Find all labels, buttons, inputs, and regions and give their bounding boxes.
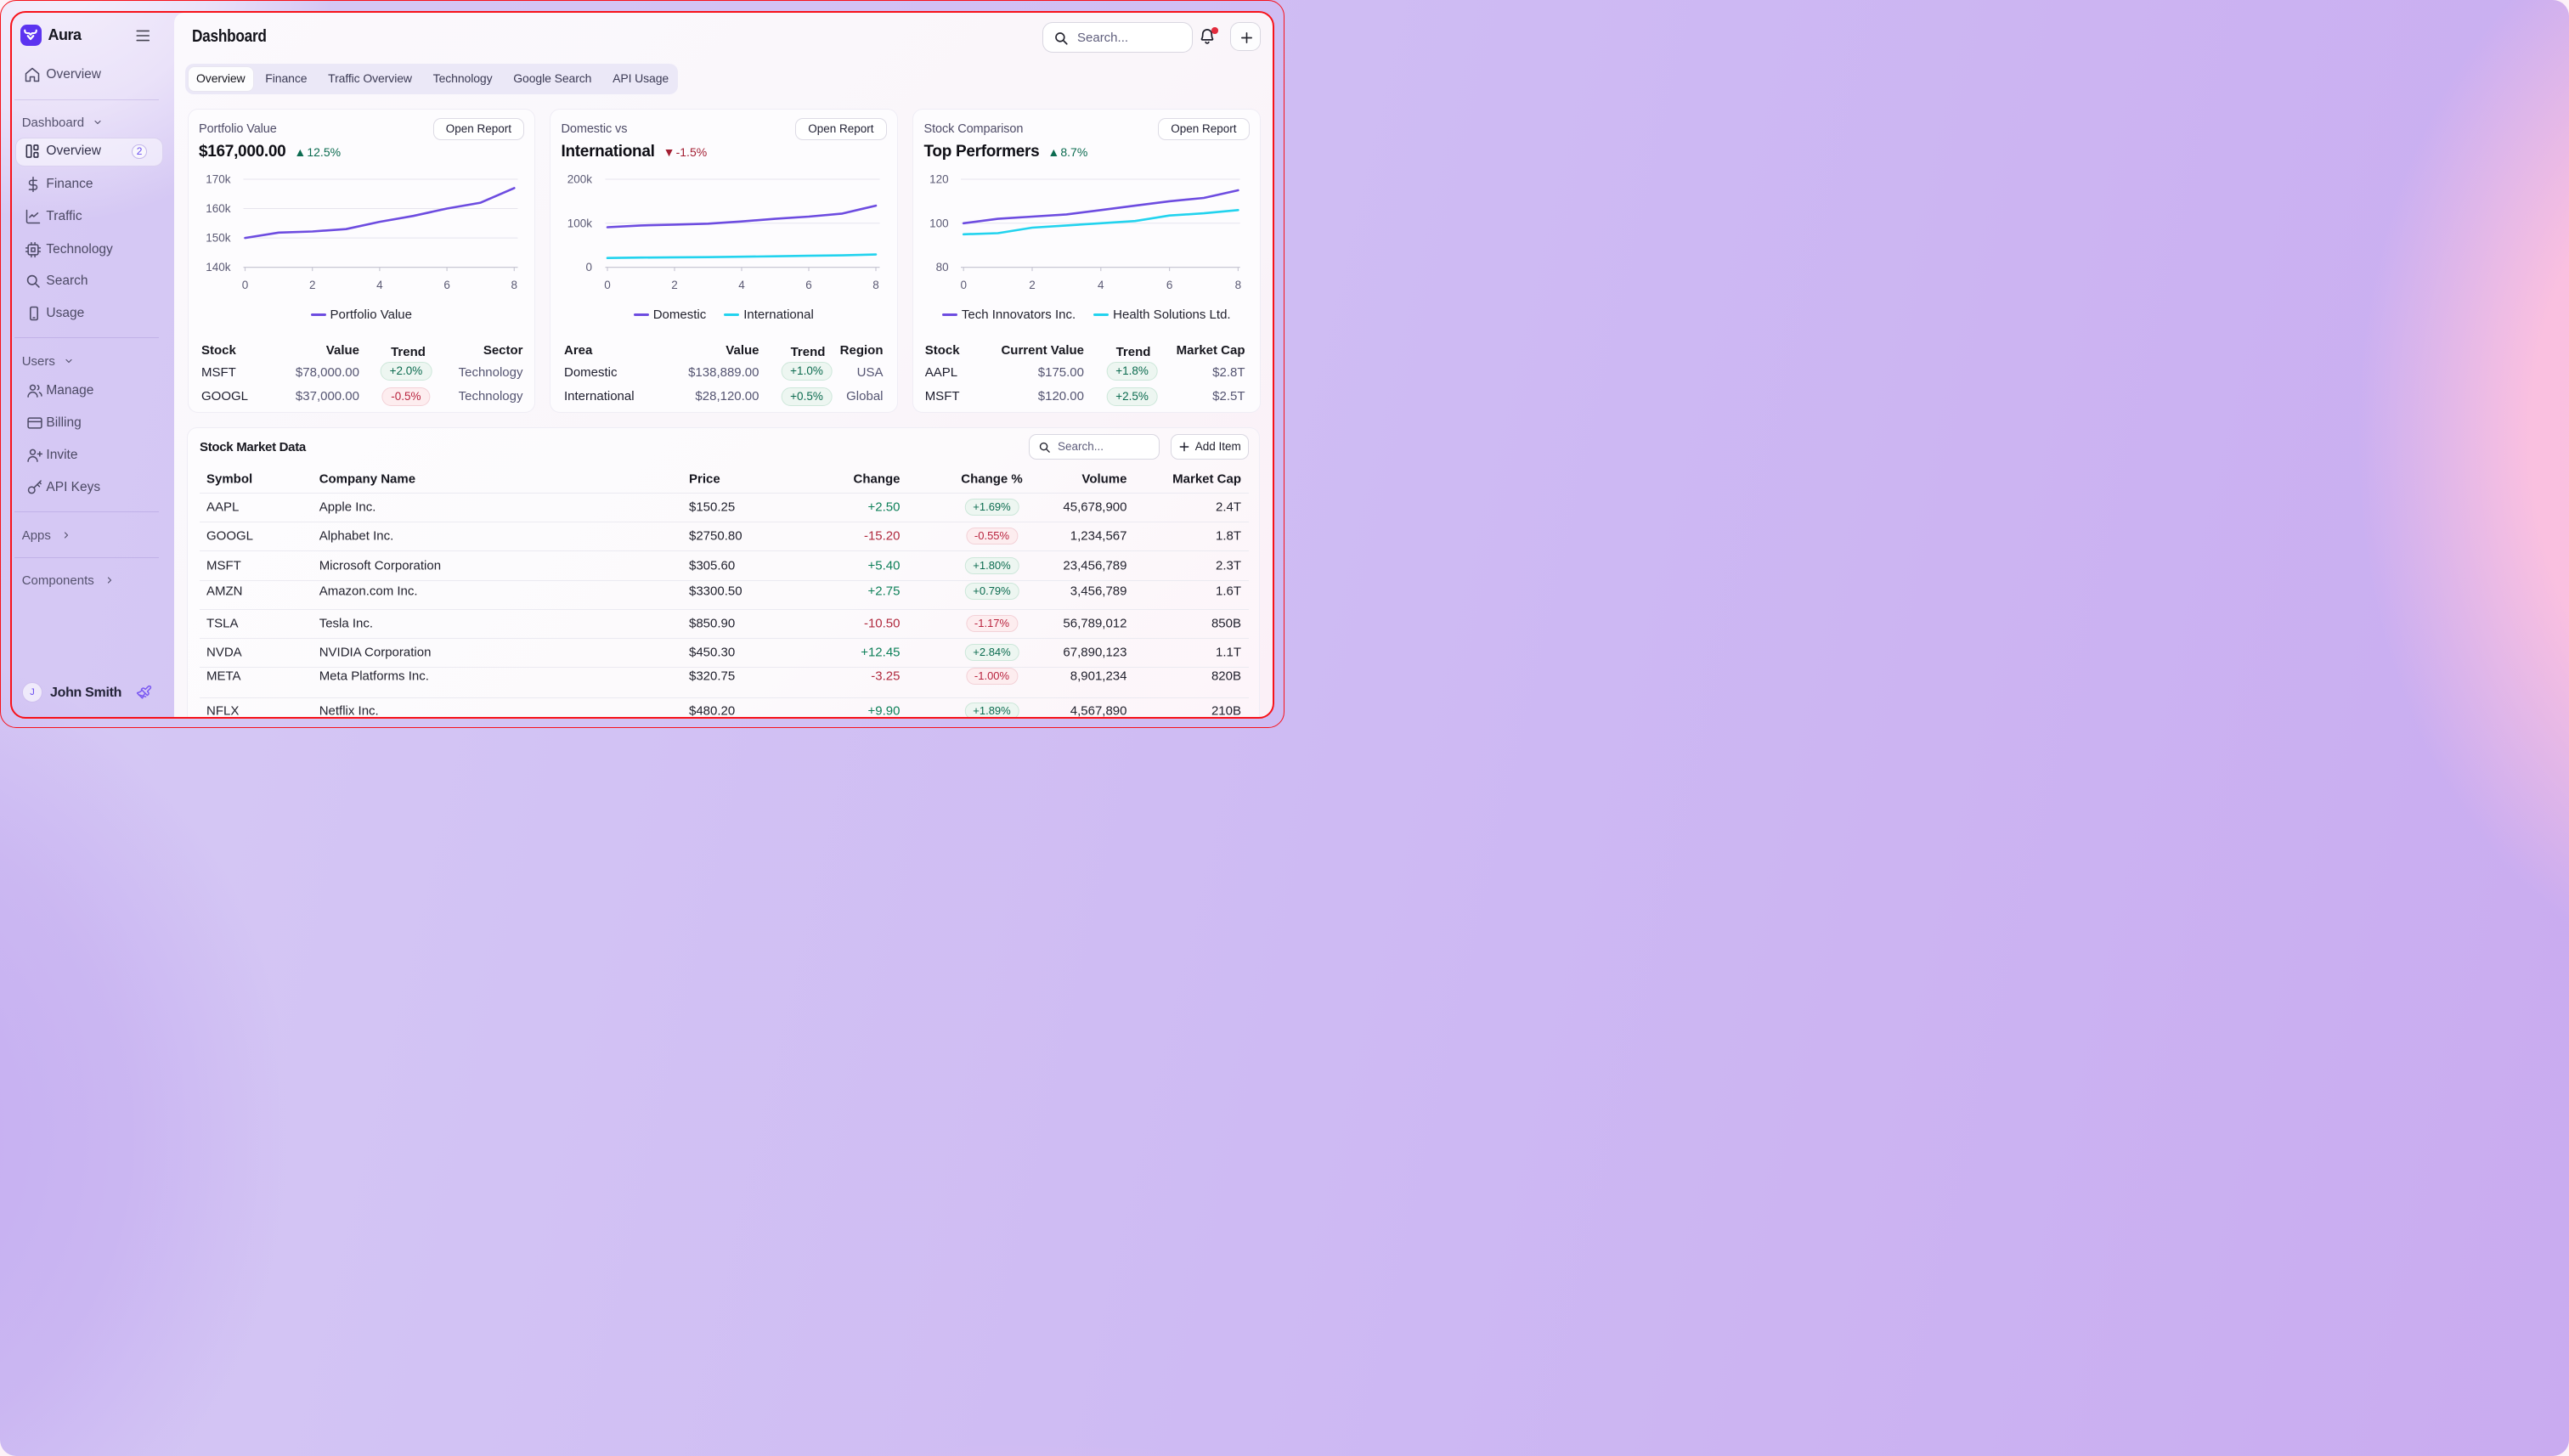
svg-text:80: 80 — [936, 261, 949, 274]
svg-text:2: 2 — [671, 279, 678, 291]
svg-text:0: 0 — [604, 279, 611, 291]
svg-text:8: 8 — [1235, 279, 1242, 291]
svg-text:2: 2 — [1029, 279, 1036, 291]
svg-text:0: 0 — [241, 279, 248, 291]
svg-text:0: 0 — [585, 261, 592, 274]
svg-text:200k: 200k — [567, 173, 593, 186]
svg-text:0: 0 — [960, 279, 967, 291]
svg-text:6: 6 — [443, 279, 450, 291]
svg-text:4: 4 — [738, 279, 745, 291]
svg-text:150k: 150k — [206, 232, 231, 245]
svg-text:160k: 160k — [206, 202, 231, 215]
svg-text:120: 120 — [929, 173, 949, 186]
svg-text:6: 6 — [1166, 279, 1173, 291]
svg-text:8: 8 — [872, 279, 879, 291]
svg-text:140k: 140k — [206, 261, 231, 274]
svg-text:4: 4 — [376, 279, 383, 291]
svg-text:100k: 100k — [567, 217, 593, 229]
svg-text:170k: 170k — [206, 173, 231, 186]
svg-text:6: 6 — [805, 279, 812, 291]
svg-text:100: 100 — [929, 217, 949, 229]
svg-text:8: 8 — [511, 279, 517, 291]
svg-text:4: 4 — [1098, 279, 1104, 291]
svg-text:2: 2 — [308, 279, 315, 291]
